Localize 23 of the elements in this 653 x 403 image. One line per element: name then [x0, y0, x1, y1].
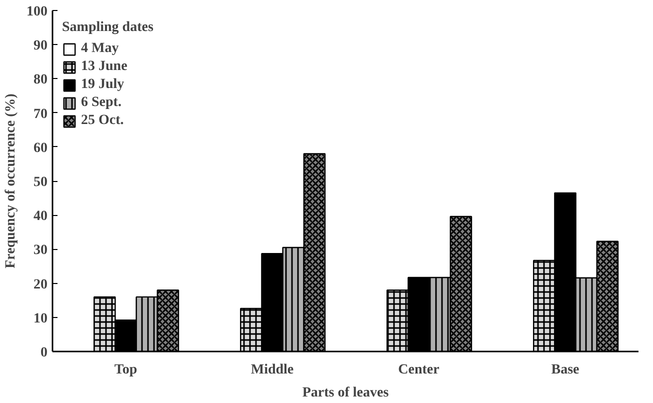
y-tick-label: 60 [34, 140, 48, 156]
x-tick-label: Middle [250, 362, 294, 378]
legend-title: Sampling dates [62, 20, 154, 36]
y-tick-label: 40 [34, 209, 48, 224]
y-tick-label: 10 [34, 311, 48, 326]
y-tick-label: 80 [34, 72, 48, 88]
legend-label: 4 May [81, 41, 119, 57]
legend-label: 13 June [81, 59, 128, 75]
y-tick-label: 30 [34, 243, 48, 258]
legend-label: 19 July [81, 77, 124, 93]
y-tick-label: 20 [34, 277, 48, 292]
y-tick-label: 0 [40, 346, 48, 360]
x-axis-title: Parts of leaves [302, 386, 390, 400]
legend-label: 25 Oct. [81, 113, 124, 129]
y-tick-label: 50 [34, 175, 48, 190]
y-tick-label: 90 [34, 38, 48, 54]
x-tick-label: Center [398, 362, 440, 378]
y-tick-label: 100 [26, 4, 48, 20]
x-tick-label: Base [551, 362, 580, 378]
x-tick-label: Top [114, 362, 138, 378]
legend-label: 6 Sept. [81, 95, 122, 111]
y-tick-label: 70 [34, 106, 48, 122]
y-axis-title: Frequency of occurrence (%) [4, 93, 18, 268]
